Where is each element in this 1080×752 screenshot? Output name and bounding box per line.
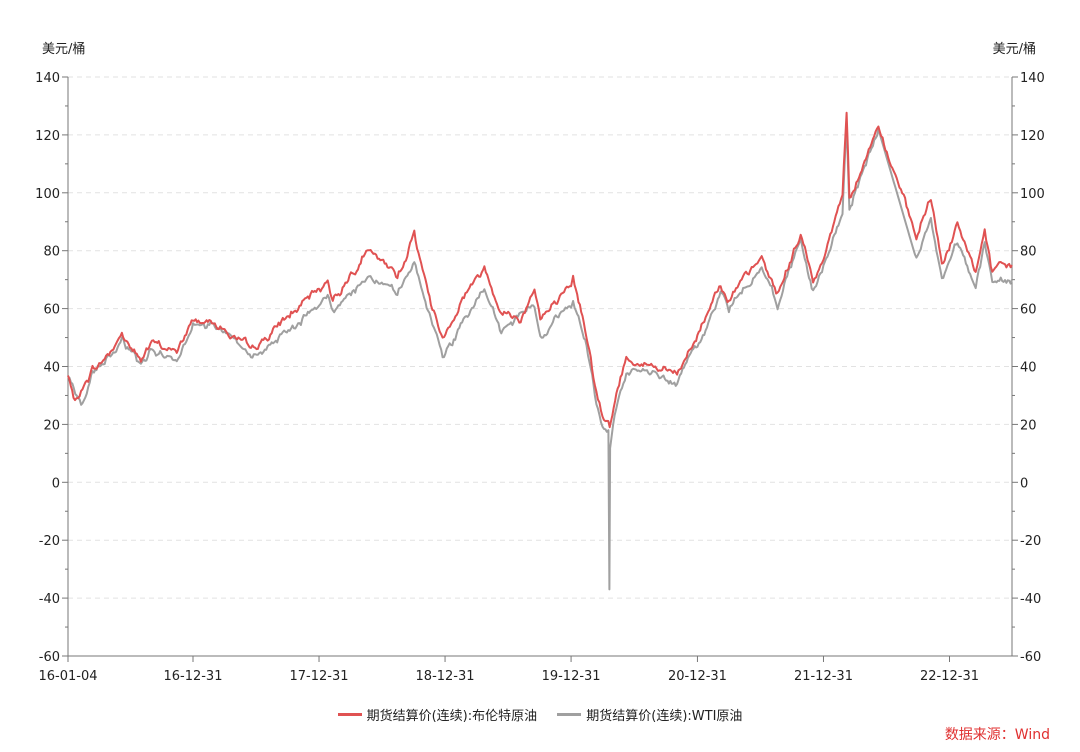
y-tick-label-left: -40 [39,592,60,607]
y-axis-unit-left: 美元/桶 [42,42,86,57]
legend-swatch-wti [557,713,582,716]
y-tick-label-right: 100 [1020,187,1045,202]
y-tick-label-right: 20 [1020,418,1037,433]
legend-label-wti: 期货结算价(连续):WTI原油 [586,709,743,724]
y-tick-label-right: -60 [1020,650,1041,665]
legend-item-brent: 期货结算价(连续):布伦特原油 [337,705,538,724]
y-tick-label-right: 140 [1020,71,1045,86]
y-tick-label-left: -60 [39,650,60,665]
y-tick-label-right: 0 [1020,476,1028,491]
axes: 140 140 120 120 100 100 80 80 60 60 40 40 20 20 0 0 -20 -… [35,71,1045,684]
y-tick-label-left: 40 [43,361,60,376]
x-tick-label: 22-12-31 [920,669,979,684]
x-tick-label: 21-12-31 [794,669,853,684]
series-line-brent [67,111,1013,429]
y-tick-label-left: 100 [35,187,60,202]
y-tick-label-right: -20 [1020,534,1041,549]
legend-item-wti: 期货结算价(连续):WTI原油 [557,705,742,724]
y-tick-label-left: 80 [43,245,60,260]
y-tick-label-left: 0 [52,476,60,491]
legend: 期货结算价(连续):布伦特原油 期货结算价(连续):WTI原油 [0,705,1080,724]
x-tick-label: 19-12-31 [542,669,601,684]
y-tick-label-right: 60 [1020,303,1037,318]
x-tick-label: 20-12-31 [668,669,727,684]
y-tick-label-right: 120 [1020,129,1045,144]
y-tick-label-right: -40 [1020,592,1041,607]
x-tick-label: 17-12-31 [290,669,349,684]
legend-label-brent: 期货结算价(连续):布伦特原油 [366,709,538,724]
y-tick-label-left: 120 [35,129,60,144]
y-tick-label-left: 20 [43,418,60,433]
x-tick-label: 18-12-31 [416,669,475,684]
y-tick-label-left: -20 [39,534,60,549]
y-tick-label-right: 40 [1020,361,1037,376]
y-axis-unit-right: 美元/桶 [992,42,1036,57]
data-source: 数据来源：Wind [944,727,1050,743]
x-tick-label: 16-01-04 [38,669,97,684]
series-lines [67,111,1013,591]
x-tick-label: 16-12-31 [163,669,222,684]
y-tick-label-left: 60 [43,303,60,318]
grid-lines [68,76,1012,599]
y-tick-label-left: 140 [35,71,60,86]
legend-swatch-brent [337,713,362,716]
y-tick-label-right: 80 [1020,245,1037,260]
series-line-wti [67,122,1013,591]
